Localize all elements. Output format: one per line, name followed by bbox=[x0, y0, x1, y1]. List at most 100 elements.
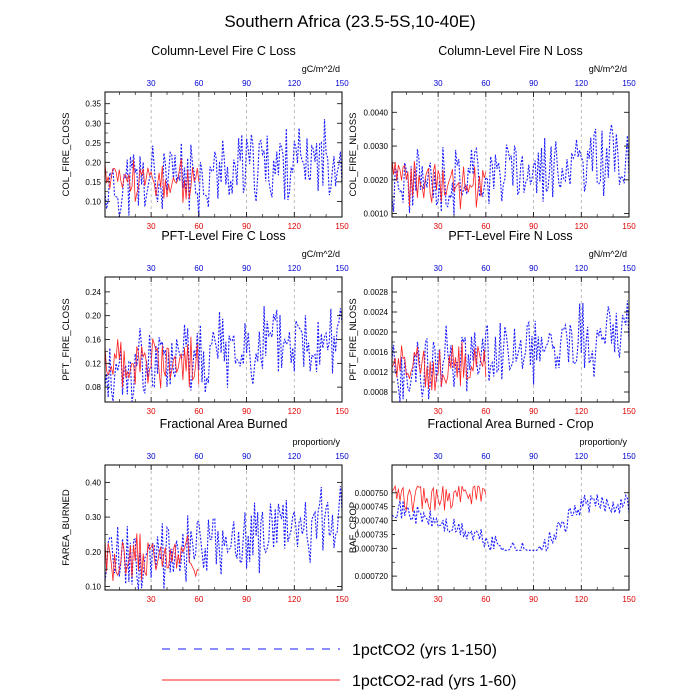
x-tick-label-top: 120 bbox=[575, 79, 589, 88]
x-tick-label-top: 150 bbox=[622, 264, 636, 273]
series-line-1pctco2 bbox=[104, 119, 343, 217]
x-tick-label-bottom: 120 bbox=[575, 222, 589, 231]
series-line-1pctco2 bbox=[104, 306, 343, 402]
y-tick-label: 0.000740 bbox=[355, 517, 389, 526]
y-tick-label: 0.0020 bbox=[364, 176, 389, 185]
x-tick-label-top: 90 bbox=[242, 452, 251, 461]
x-tick-label-bottom: 90 bbox=[242, 595, 251, 604]
series-line-1pctco2 bbox=[391, 124, 630, 216]
x-tick-label-bottom: 150 bbox=[622, 222, 636, 231]
y-tick-label: 0.000730 bbox=[355, 544, 389, 553]
y-tick-label: 0.000735 bbox=[355, 530, 389, 539]
plot-frame bbox=[391, 464, 630, 591]
chart-panel-3: PFT-Level Fire C Loss gC/m^2/d PFT_FIRE_CL… bbox=[61, 229, 349, 416]
y-tick-label: 0.16 bbox=[85, 336, 101, 345]
x-tick-label-top: 150 bbox=[335, 452, 349, 461]
chart-title: Fractional Area Burned - Crop bbox=[427, 417, 593, 431]
y-axis-label: FAREA_BURNED bbox=[61, 489, 72, 566]
y-tick-label: 0.15 bbox=[85, 178, 101, 187]
x-tick-label-bottom: 60 bbox=[481, 407, 490, 416]
x-tick-label-top: 150 bbox=[335, 79, 349, 88]
x-tick-label-top: 30 bbox=[147, 79, 156, 88]
series-line-1pctco2-rad bbox=[391, 341, 487, 391]
chart-units-label: gN/m^2/d bbox=[589, 249, 627, 259]
x-tick-label-top: 150 bbox=[622, 79, 636, 88]
y-tick-label: 0.0012 bbox=[364, 368, 389, 377]
y-tick-label: 0.0016 bbox=[364, 348, 389, 357]
x-tick-label-top: 120 bbox=[288, 264, 302, 273]
y-tick-label: 0.000750 bbox=[355, 489, 389, 498]
y-tick-label: 0.0010 bbox=[364, 210, 389, 219]
figure-legend: 1pctCO2 (yrs 1-150) 1pctCO2-rad (yrs 1-6… bbox=[162, 642, 517, 690]
x-tick-label-bottom: 120 bbox=[575, 407, 589, 416]
chart-title: Column-Level Fire N Loss bbox=[438, 44, 583, 58]
y-tick-label: 0.0040 bbox=[364, 108, 389, 117]
y-tick-label: 0.20 bbox=[85, 548, 101, 557]
plot-frame bbox=[104, 464, 343, 591]
y-tick-label: 0.10 bbox=[85, 197, 101, 206]
series-line-1pctco2-rad bbox=[391, 159, 487, 210]
series-line-1pctco2-rad bbox=[104, 533, 200, 582]
chart-units-label: gN/m^2/d bbox=[589, 64, 627, 74]
chart-title: PFT-Level Fire C Loss bbox=[161, 229, 285, 243]
x-tick-label-top: 30 bbox=[434, 264, 443, 273]
x-tick-label-top: 120 bbox=[288, 452, 302, 461]
x-tick-label-top: 90 bbox=[242, 264, 251, 273]
y-tick-label: 0.24 bbox=[85, 288, 101, 297]
x-tick-label-bottom: 30 bbox=[434, 407, 443, 416]
x-tick-label-top: 90 bbox=[529, 452, 538, 461]
y-tick-label: 0.0030 bbox=[364, 142, 389, 151]
y-tick-label: 0.08 bbox=[85, 383, 101, 392]
x-tick-label-top: 90 bbox=[529, 79, 538, 88]
series-line-1pctco2 bbox=[104, 486, 343, 590]
plot-frame bbox=[104, 91, 343, 218]
series-line-1pctco2-rad bbox=[104, 158, 200, 203]
x-tick-label-bottom: 90 bbox=[529, 595, 538, 604]
x-tick-label-top: 150 bbox=[335, 264, 349, 273]
series-line-1pctco2 bbox=[391, 300, 630, 402]
x-tick-label-top: 30 bbox=[147, 264, 156, 273]
x-tick-label-bottom: 150 bbox=[335, 407, 349, 416]
y-tick-label: 0.25 bbox=[85, 139, 101, 148]
x-tick-label-bottom: 30 bbox=[147, 407, 156, 416]
x-tick-label-bottom: 60 bbox=[481, 222, 490, 231]
x-tick-label-bottom: 30 bbox=[147, 595, 156, 604]
x-tick-label-top: 120 bbox=[575, 452, 589, 461]
chart-panel-6: Fractional Area Burned - Crop proportion/… bbox=[348, 417, 636, 604]
x-tick-label-bottom: 90 bbox=[242, 222, 251, 231]
y-axis-label: COL_FIRE_NLOSS bbox=[348, 113, 359, 197]
chart-units-label: gC/m^2/d bbox=[302, 64, 340, 74]
y-tick-label: 0.0028 bbox=[364, 288, 389, 297]
y-axis-label: COL_FIRE_CLOSS bbox=[61, 113, 72, 197]
legend-label-1pctco2-rad: 1pctCO2-rad (yrs 1-60) bbox=[352, 673, 517, 690]
series-line-1pctco2-rad bbox=[104, 336, 200, 389]
figure-title: Southern Africa (23.5-5S,10-40E) bbox=[224, 12, 475, 31]
x-tick-label-top: 60 bbox=[194, 452, 203, 461]
x-tick-label-top: 120 bbox=[575, 264, 589, 273]
y-tick-label: 0.12 bbox=[85, 359, 101, 368]
y-tick-label: 0.0020 bbox=[364, 328, 389, 337]
chart-units-label: gC/m^2/d bbox=[302, 249, 340, 259]
y-tick-label: 0.0008 bbox=[364, 388, 389, 397]
y-tick-label: 0.000720 bbox=[355, 572, 389, 581]
x-tick-label-bottom: 60 bbox=[194, 595, 203, 604]
x-tick-label-top: 60 bbox=[481, 79, 490, 88]
chart-title: PFT-Level Fire N Loss bbox=[448, 229, 572, 243]
chart-units-label: proportion/y bbox=[579, 437, 627, 447]
x-tick-label-top: 90 bbox=[242, 79, 251, 88]
x-tick-label-top: 60 bbox=[194, 264, 203, 273]
x-tick-label-bottom: 30 bbox=[434, 595, 443, 604]
y-tick-label: 0.0024 bbox=[364, 308, 389, 317]
x-tick-label-bottom: 60 bbox=[194, 222, 203, 231]
x-tick-label-bottom: 30 bbox=[434, 222, 443, 231]
y-tick-label: 0.35 bbox=[85, 100, 101, 109]
chart-units-label: proportion/y bbox=[292, 437, 340, 447]
x-tick-label-bottom: 150 bbox=[335, 222, 349, 231]
x-tick-label-bottom: 90 bbox=[529, 407, 538, 416]
y-tick-label: 0.40 bbox=[85, 478, 101, 487]
x-tick-label-top: 60 bbox=[194, 79, 203, 88]
x-tick-label-top: 90 bbox=[529, 264, 538, 273]
chart-panel-1: Column-Level Fire C Loss gC/m^2/d COL_FIRE… bbox=[61, 44, 349, 231]
series-line-1pctco2-rad bbox=[391, 484, 487, 512]
plot-frame bbox=[391, 276, 630, 403]
